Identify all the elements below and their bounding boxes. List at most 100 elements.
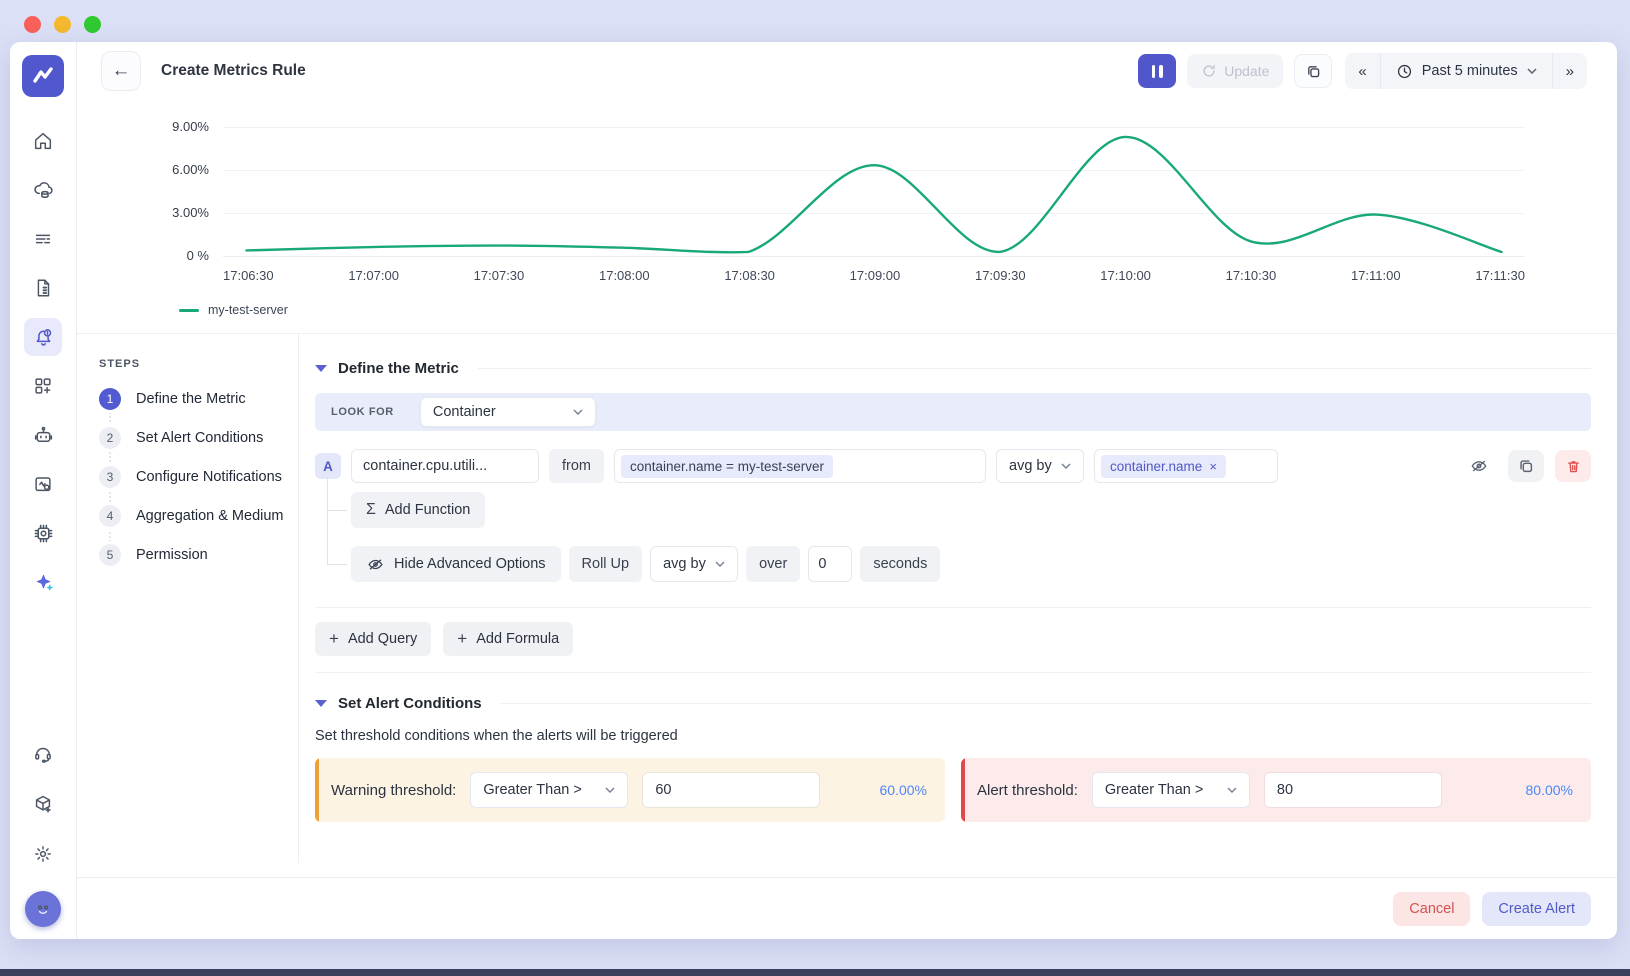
sidebar-item-home[interactable] (24, 122, 62, 160)
over-label: over (746, 546, 801, 582)
home-icon (34, 132, 52, 150)
add-function-button[interactable]: Σ Add Function (351, 492, 486, 528)
sidebar-item-reports[interactable] (24, 269, 62, 307)
alert-operator-select[interactable]: Greater Than > (1091, 772, 1250, 808)
close-window-button[interactable] (24, 16, 41, 33)
sidebar-item-processes[interactable] (24, 514, 62, 552)
minimize-window-button[interactable] (54, 16, 71, 33)
step-configure-notifications[interactable]: 3 Configure Notifications (99, 466, 288, 488)
sidebar-item-logs[interactable] (24, 220, 62, 258)
time-range-selector[interactable]: Past 5 minutes (1379, 53, 1552, 89)
update-button[interactable]: Update (1187, 54, 1284, 88)
document-icon (37, 279, 50, 297)
hide-advanced-options-label: Hide Advanced Options (394, 556, 546, 572)
pause-refresh-button[interactable] (1138, 54, 1177, 88)
sidebar-item-settings[interactable] (24, 835, 62, 873)
user-avatar[interactable] (25, 891, 61, 927)
filter-chip[interactable]: container.name = my-test-server (621, 454, 833, 478)
step-define-the-metric[interactable]: 1 Define the Metric (99, 388, 288, 410)
sidebar-item-ai-assist[interactable] (24, 563, 62, 601)
time-range-value: Past 5 minutes (1421, 63, 1518, 79)
sidebar-item-alerts[interactable] (24, 318, 62, 356)
alert-threshold-box: Alert threshold: Greater Than > 80.00% (961, 758, 1591, 822)
sidebar-item-support[interactable] (24, 735, 62, 773)
chart-legend[interactable]: my-test-server (179, 303, 1617, 317)
look-for-select[interactable]: Container (419, 397, 596, 427)
x-axis-tick: 17:06:30 (223, 268, 274, 283)
sidebar-item-rum[interactable] (24, 465, 62, 503)
metric-value: container.cpu.utili... (363, 458, 488, 474)
step-label: Permission (136, 547, 208, 563)
chip-remove-icon[interactable]: × (1209, 458, 1217, 474)
time-range-back-button[interactable]: « (1345, 53, 1379, 89)
warning-value-input[interactable] (642, 772, 821, 808)
sidebar-item-dashboard-builder[interactable] (24, 367, 62, 405)
warning-operator-select[interactable]: Greater Than > (470, 772, 629, 808)
section-title: Set Alert Conditions (338, 695, 482, 712)
line-series (223, 106, 1525, 256)
add-formula-button[interactable]: + Add Formula (443, 622, 574, 656)
plus-icon: + (329, 629, 339, 648)
steps-heading: STEPS (99, 358, 141, 370)
collapse-caret-icon[interactable] (315, 700, 327, 707)
robot-icon (34, 426, 52, 442)
step-number: 1 (99, 388, 121, 410)
cpu-chip-icon (34, 524, 52, 542)
rollup-aggregation-select[interactable]: avg by (650, 546, 739, 582)
step-aggregation-medium[interactable]: 4 Aggregation & Medium (99, 505, 288, 527)
chevron-down-icon (715, 561, 725, 567)
steps-panel: STEPS 1 Define the Metric 2 Set Alert Co… (77, 334, 299, 863)
group-by-input[interactable]: container.name × (1094, 449, 1278, 483)
create-alert-button[interactable]: Create Alert (1482, 891, 1591, 926)
warning-threshold-box: Warning threshold: Greater Than > 60.00% (315, 758, 945, 822)
copy-chart-button[interactable] (1294, 54, 1333, 88)
y-axis-tick: 6.00% (172, 162, 209, 177)
step-set-alert-conditions[interactable]: 2 Set Alert Conditions (99, 427, 288, 449)
alert-percent: 80.00% (1525, 782, 1573, 798)
add-query-button[interactable]: + Add Query (315, 622, 432, 656)
back-button[interactable]: ← (101, 51, 141, 91)
group-by-chip[interactable]: container.name × (1101, 454, 1226, 478)
chevron-down-icon (1061, 463, 1071, 469)
alert-value-input[interactable] (1263, 772, 1442, 808)
rollup-seconds-input[interactable] (808, 546, 853, 582)
delete-query-button[interactable] (1555, 450, 1591, 482)
sidebar-item-integrations[interactable] (24, 785, 62, 823)
hide-query-button[interactable] (1461, 450, 1497, 482)
step-label: Aggregation & Medium (136, 508, 284, 524)
query-row-a: A container.cpu.utili... from container.… (315, 449, 1591, 483)
step-permission[interactable]: 5 Permission (99, 544, 288, 566)
chevron-down-icon (1227, 787, 1237, 793)
sidebar-item-bot[interactable] (24, 416, 62, 454)
cancel-button[interactable]: Cancel (1393, 891, 1471, 926)
clock-icon (1397, 64, 1411, 78)
step-label: Define the Metric (136, 391, 246, 407)
zoom-window-button[interactable] (84, 16, 101, 33)
form-footer: Cancel Create Alert (77, 877, 1617, 939)
metric-select[interactable]: container.cpu.utili... (351, 449, 539, 483)
collapse-caret-icon[interactable] (315, 365, 327, 372)
time-range-forward-button[interactable]: » (1551, 53, 1587, 89)
x-axis-tick: 17:07:00 (348, 268, 399, 283)
eye-off-icon (368, 559, 383, 569)
page-title: Create Metrics Rule (161, 62, 306, 79)
step-number: 3 (99, 466, 121, 488)
filter-input[interactable]: container.name = my-test-server (614, 449, 986, 483)
duplicate-query-button[interactable] (1508, 450, 1544, 482)
plus-icon: + (457, 629, 468, 648)
warning-percent: 60.00% (879, 782, 927, 798)
chart-plot-area[interactable] (223, 106, 1525, 257)
app-window: ← Create Metrics Rule Update « Past 5 mi… (10, 42, 1617, 939)
step-number: 5 (99, 544, 121, 566)
sidebar-item-infrastructure[interactable] (24, 171, 62, 209)
from-label: from (549, 449, 604, 483)
x-axis-tick: 17:08:00 (598, 268, 650, 283)
headset-icon (35, 747, 51, 763)
app-logo[interactable] (22, 55, 64, 97)
aggregation-select[interactable]: avg by (996, 449, 1084, 483)
hide-advanced-options-button[interactable]: Hide Advanced Options (351, 546, 561, 582)
update-label: Update (1224, 63, 1270, 79)
copy-icon (1308, 65, 1320, 77)
eye-off-icon (1471, 460, 1487, 472)
back-arrow-icon: ← (111, 60, 131, 81)
